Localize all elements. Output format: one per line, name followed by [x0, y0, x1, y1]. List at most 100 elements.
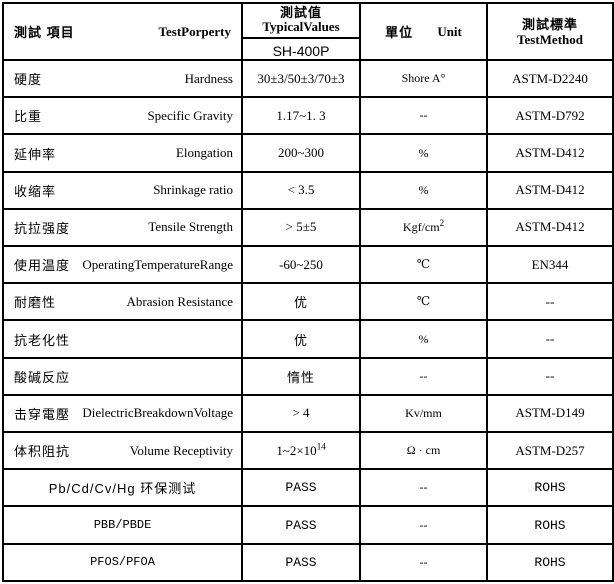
table-row-shrinkage: 收缩率 Shrinkage ratio < 3.5 % ASTM-D412 [2, 170, 614, 210]
header-grade-label: SH-400P [272, 43, 330, 59]
method-cell: ASTM-D149 [486, 393, 614, 434]
header-property-zh: 測試 項目 [14, 25, 75, 40]
header-unit-zh: 單位 [385, 25, 414, 40]
property-zh: Pb/Cd/Cv/Hg 环保测试 [48, 481, 197, 497]
unit-cell: -- [359, 96, 488, 136]
header-cell-unit: 單位 Unit [359, 2, 488, 61]
header-cell-property: 測試 項目 TestPorperty [2, 2, 243, 61]
method-cell: -- [486, 356, 614, 396]
value-cell: 200~300 [241, 133, 361, 173]
method-cell: ASTM-D2240 [486, 58, 614, 99]
table-row-operating-temperature: 使用温度 OperatingTemperatureRange -60~250 ℃ … [2, 245, 614, 285]
property-en: Tensile Strength [148, 219, 233, 235]
unit-cell: -- [359, 542, 488, 583]
table-row-heavy-metals-test: Pb/Cd/Cv/Hg 环保测试 PASS -- ROHS [2, 468, 614, 508]
property-cell: 抗拉强度 Tensile Strength [2, 207, 243, 248]
method-cell: ASTM-D412 [486, 133, 614, 173]
property-cell: 抗老化性 [2, 319, 243, 359]
unit-cell: % [359, 133, 488, 173]
header-typical-values-zh: 測試值 [279, 5, 322, 20]
property-cell: 比重 Specific Gravity [2, 96, 243, 136]
value-cell: > 4 [241, 393, 361, 434]
property-zh: PBB/PBDE [93, 518, 152, 533]
property-cell: 延伸率 Elongation [2, 133, 243, 173]
method-cell: ROHS [486, 542, 614, 583]
value-cell: 优 [241, 319, 361, 359]
property-zh: 抗拉强度 [14, 220, 71, 236]
value-cell: PASS [241, 468, 361, 508]
header-method-en: TestMethod [517, 31, 583, 47]
property-zh: 比重 [14, 109, 43, 125]
property-cell: 收缩率 Shrinkage ratio [2, 170, 243, 210]
method-cell: -- [486, 282, 614, 322]
table-row-specific-gravity: 比重 Specific Gravity 1.17~1. 3 -- ASTM-D79… [2, 96, 614, 136]
header-method-zh: 測試標準 [521, 16, 578, 32]
table-row-aging-resistance: 抗老化性 优 % -- [2, 319, 614, 359]
header-unit-en: Unit [437, 23, 462, 39]
property-en: Volume Receptivity [129, 442, 233, 458]
header-row: 測試 項目 TestPorperty 測試值 TypicalValues SH-… [2, 2, 614, 61]
property-zh: PFOS/PFOA [90, 555, 155, 570]
unit-cell: ℃ [359, 245, 488, 285]
method-cell: -- [486, 319, 614, 359]
property-cell: Pb/Cd/Cv/Hg 环保测试 [2, 468, 243, 508]
method-cell: ASTM-D412 [486, 170, 614, 210]
table-row-tensile-strength: 抗拉强度 Tensile Strength > 5±5 Kgf/cm2 ASTM-… [2, 207, 614, 248]
value-cell: > 5±5 [241, 207, 361, 248]
property-zh: 延伸率 [14, 146, 57, 162]
table-row-dielectric-breakdown: 击穿電壓 DielectricBreakdownVoltage > 4 Kv/mm… [2, 393, 614, 434]
property-en: Hardness [184, 70, 233, 86]
table-row-abrasion-resistance: 耐磨性 Abrasion Resistance 优 ℃ -- [2, 282, 614, 322]
method-cell: ASTM-D412 [486, 207, 614, 248]
unit-cell: Shore A° [359, 58, 488, 99]
table-body: 硬度 Hardness 30±3/50±3/70±3 Shore A° ASTM-… [2, 58, 614, 583]
value-cell: 1~2×1014 [241, 431, 361, 471]
table-row-elongation: 延伸率 Elongation 200~300 % ASTM-D412 [2, 133, 614, 173]
value-cell: 优 [241, 282, 361, 322]
property-zh: 耐磨性 [14, 295, 57, 311]
table-row-hardness: 硬度 Hardness 30±3/50±3/70±3 Shore A° ASTM-… [2, 58, 614, 99]
property-zh: 酸碱反应 [14, 369, 71, 385]
property-cell: 硬度 Hardness [2, 58, 243, 99]
property-en: Abrasion Resistance [126, 293, 233, 309]
property-cell: 体积阻抗 Volume Receptivity [2, 431, 243, 471]
table-row-volume-resistivity: 体积阻抗 Volume Receptivity 1~2×1014 Ω · cm A… [2, 431, 614, 471]
property-zh: 击穿電壓 [14, 406, 71, 422]
unit-cell: Kgf/cm2 [359, 207, 488, 248]
unit-cell: -- [359, 356, 488, 396]
header-typical-values-en: TypicalValues [262, 19, 340, 34]
property-cell: 使用温度 OperatingTemperatureRange [2, 245, 243, 285]
value-cell: 惰性 [241, 356, 361, 396]
property-cell: 击穿電壓 DielectricBreakdownVoltage [2, 393, 243, 434]
property-en: Shrinkage ratio [153, 182, 233, 198]
header-property-en: TestPorperty [158, 23, 231, 39]
method-cell: EN344 [486, 245, 614, 285]
property-cell: 耐磨性 Abrasion Resistance [2, 282, 243, 322]
property-zh: 抗老化性 [14, 332, 71, 348]
unit-cell: Kv/mm [359, 393, 488, 434]
table-row-pfos-pfoa: PFOS/PFOA PASS -- ROHS [2, 542, 614, 583]
unit-cell: % [359, 319, 488, 359]
table-header: 測試 項目 TestPorperty 測試值 TypicalValues SH-… [2, 2, 614, 61]
property-en: Elongation [175, 145, 233, 160]
value-cell: PASS [241, 505, 361, 545]
unit-cell: ℃ [359, 282, 488, 322]
property-zh: 硬度 [14, 72, 43, 88]
property-zh: 使用温度 [14, 258, 71, 274]
value-cell: < 3.5 [241, 170, 361, 210]
method-cell: ROHS [486, 505, 614, 545]
property-zh: 体积阻抗 [14, 444, 71, 460]
property-cell: PFOS/PFOA [2, 542, 243, 583]
value-cell: PASS [241, 542, 361, 583]
unit-cell: % [359, 170, 488, 210]
value-cell: 30±3/50±3/70±3 [241, 58, 361, 99]
unit-cell: -- [359, 505, 488, 545]
property-en: DielectricBreakdownVoltage [82, 405, 233, 421]
method-cell: ASTM-D257 [486, 431, 614, 471]
header-typical-values-label: 測試值 TypicalValues [244, 5, 358, 39]
property-cell: 酸碱反应 [2, 356, 243, 396]
property-cell: PBB/PBDE [2, 505, 243, 545]
value-cell: -60~250 [241, 245, 361, 285]
